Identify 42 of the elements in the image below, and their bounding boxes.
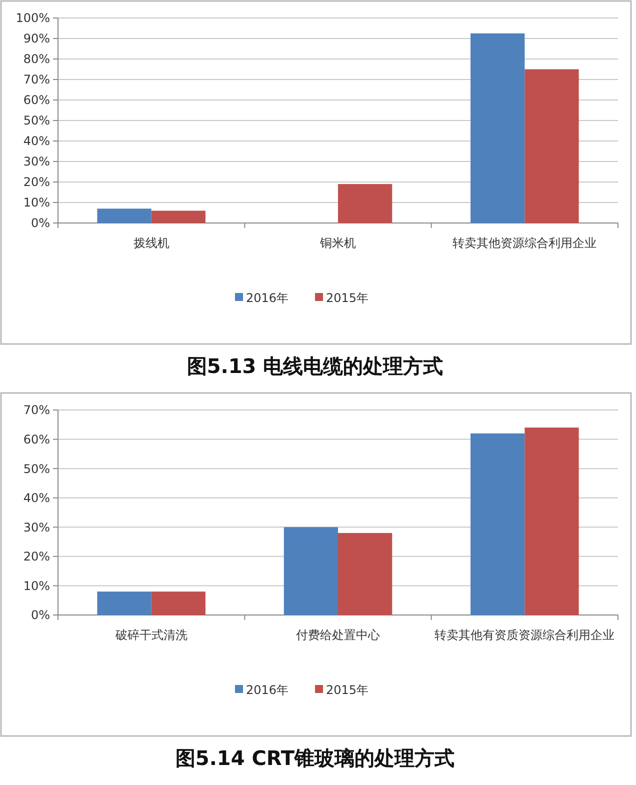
y-tick-label: 50% [23,114,50,128]
bar [151,592,206,615]
x-tick-label: 转卖其他资源综合利用企业 [452,236,597,250]
legend-label: 2016年 [246,291,289,306]
y-tick-label: 50% [23,462,50,476]
x-tick-label: 转卖其他有资质资源综合利用企业 [434,628,615,642]
x-tick-label: 拨线机 [133,236,170,250]
y-tick-label: 10% [23,578,50,593]
y-tick-label: 100% [16,11,50,26]
legend-label: 2016年 [246,683,289,698]
y-tick-label: 90% [23,32,50,46]
bar [151,210,206,223]
bar [470,433,525,615]
x-tick-label: 铜米机 [319,236,356,250]
bar [338,184,392,223]
y-tick-label: 60% [23,432,50,446]
y-tick-label: 0% [30,216,50,230]
y-tick-label: 40% [23,491,50,506]
bar [284,527,338,615]
bar [470,33,525,223]
y-tick-label: 60% [23,93,50,108]
y-tick-label: 20% [23,550,50,564]
bar [97,592,152,615]
y-tick-label: 20% [23,175,50,190]
text: 图5.14 CRT锥玻璃的处理方式 [175,746,455,770]
legend-label: 2015年 [326,683,369,698]
bar [338,533,392,615]
y-tick-label: 0% [30,608,50,622]
legend-label: 2015年 [326,291,369,306]
bar [524,69,579,223]
y-tick-label: 30% [23,154,50,169]
y-tick-label: 10% [23,196,50,210]
bar [97,208,152,223]
y-tick-label: 70% [23,403,50,418]
y-tick-label: 30% [23,520,50,534]
y-tick-label: 40% [23,134,50,148]
bar [524,428,579,615]
x-tick-label: 付费给处置中心 [295,628,380,642]
y-tick-label: 70% [23,72,50,87]
text: 图5.13 电线电缆的处理方式 [186,354,444,378]
y-tick-label: 80% [23,52,50,66]
x-tick-label: 破碎干式清洗 [114,628,188,642]
